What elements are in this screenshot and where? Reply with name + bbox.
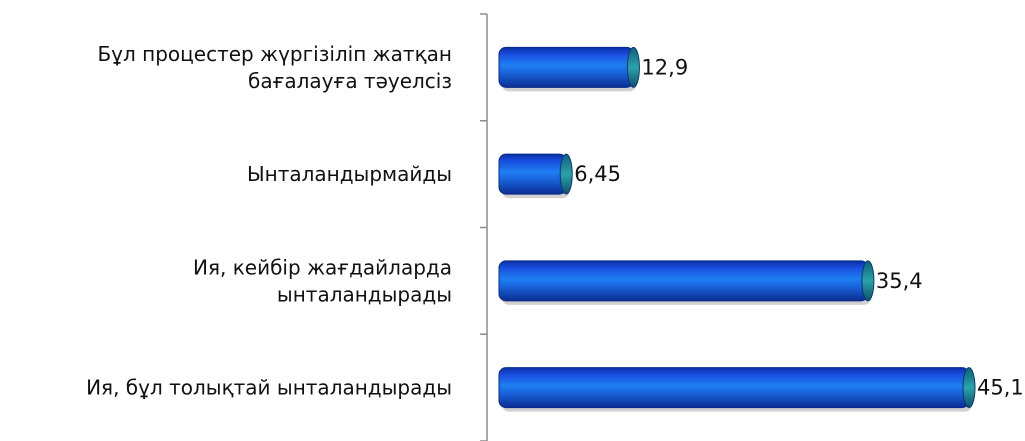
bar-body <box>498 153 567 195</box>
category-label-line: Бұл процестер жүргізіліп жатқан <box>97 42 452 66</box>
bar-3 <box>498 260 875 305</box>
bar-end-cap <box>559 153 573 195</box>
bar-body <box>498 260 869 302</box>
category-label-2: Ынталандырмайды <box>247 162 452 186</box>
category-label-line: бағалауға тәуелсіз <box>248 69 452 93</box>
category-label-line: Ия, бұл толықтай ынталандырады <box>86 376 452 400</box>
value-label-4: 45,1 <box>977 376 1024 400</box>
bar-body <box>498 367 970 409</box>
bar-2 <box>498 153 573 199</box>
value-label-1: 12,9 <box>641 55 688 79</box>
bar-body <box>498 46 634 88</box>
bar-end-cap <box>861 260 875 302</box>
bar-end-cap <box>626 46 640 88</box>
value-label-2: 6,45 <box>574 162 621 186</box>
category-label-4: Ия, бұл толықтай ынталандырады <box>86 376 452 400</box>
bar-end-cap <box>962 367 976 409</box>
category-label-3: Ия, кейбір жағдайларда ынталандырады <box>193 255 452 306</box>
category-label-1: Бұл процестер жүргізіліп жатқан бағалауға… <box>97 42 452 93</box>
bar-1 <box>498 46 640 92</box>
category-label-line: Ынталандырмайды <box>247 162 452 186</box>
bar-4 <box>498 367 976 412</box>
value-label-3: 35,4 <box>876 269 923 293</box>
category-label-line: Ия, кейбір жағдайларда <box>193 255 452 279</box>
category-label-line: ынталандырады <box>277 282 452 306</box>
